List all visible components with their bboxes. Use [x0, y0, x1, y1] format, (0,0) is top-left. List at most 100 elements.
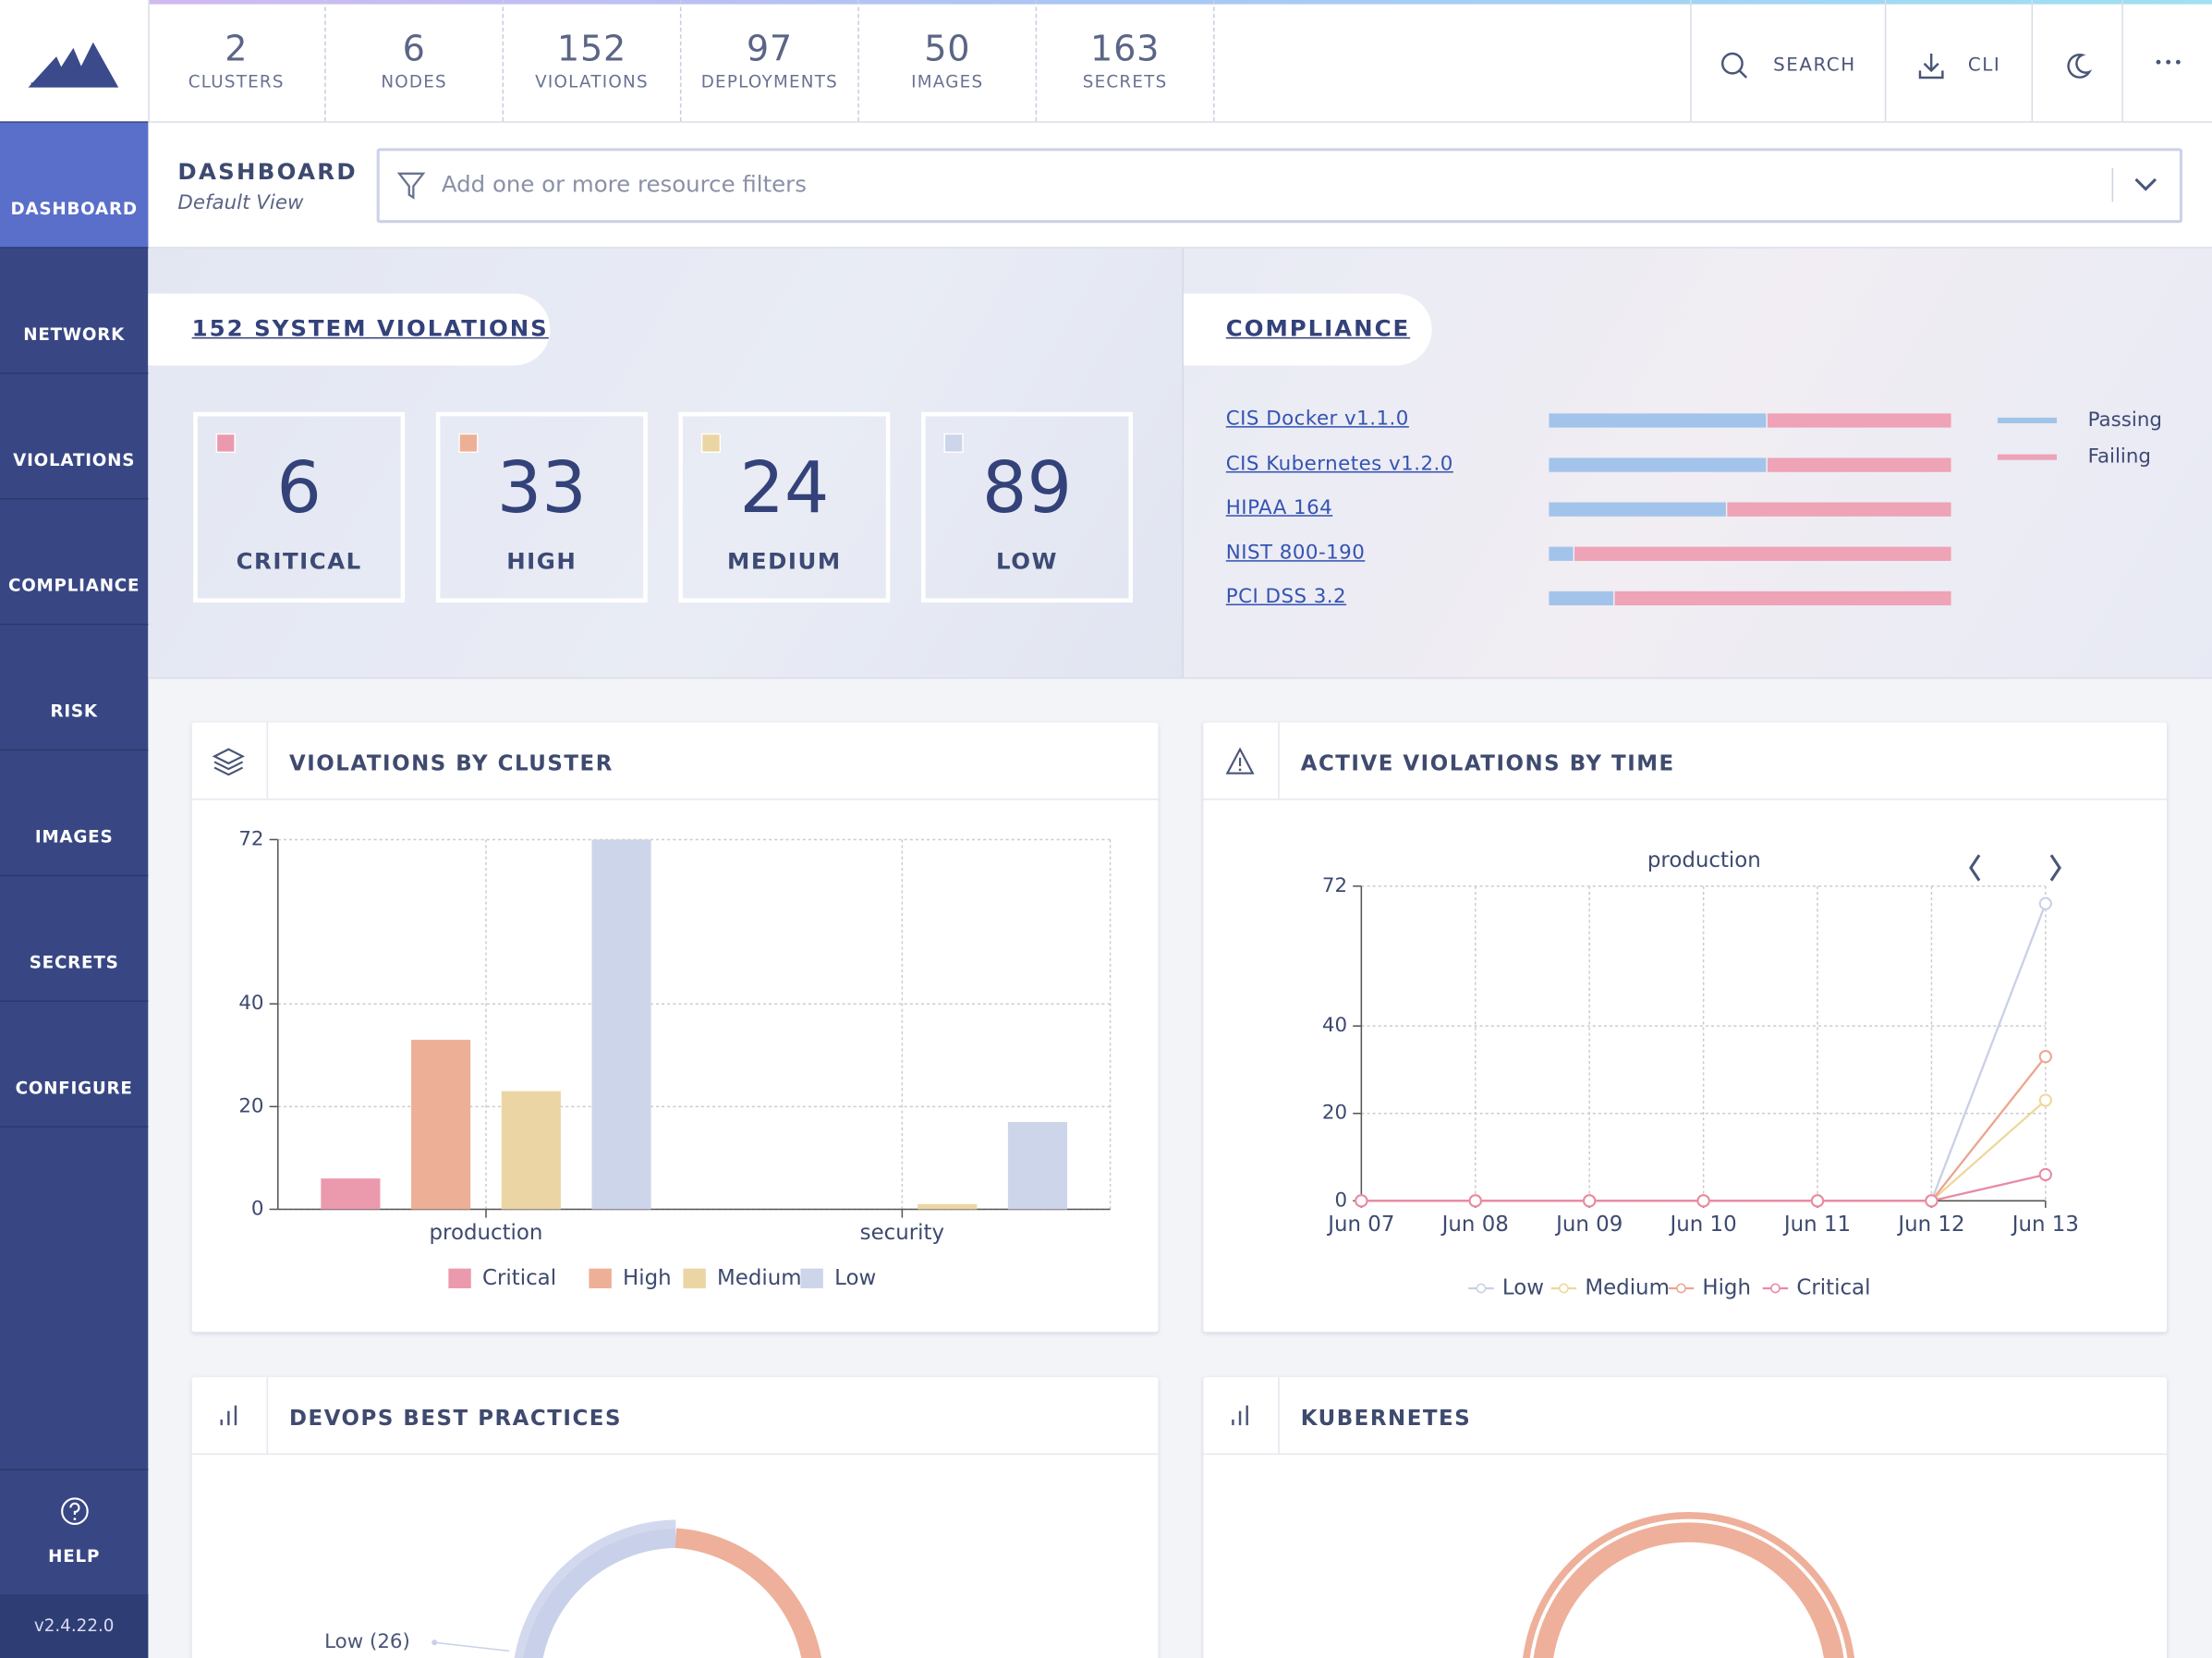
y-tick-label: 0: [251, 1197, 264, 1220]
severity-swatch: [700, 433, 722, 454]
card-icon: [1203, 1377, 1280, 1454]
failing-bar: [1767, 413, 1951, 428]
severity-tile[interactable]: 33 HIGH: [435, 411, 648, 603]
theme-toggle[interactable]: [2031, 0, 2123, 122]
severity-swatch: [458, 433, 479, 454]
stat[interactable]: 6 NODES: [326, 0, 504, 122]
bar: [918, 1203, 978, 1210]
severity-label: CRITICAL: [236, 547, 362, 575]
legend-label: High: [1702, 1275, 1751, 1299]
help-button[interactable]: HELP: [0, 1469, 149, 1596]
compliance-link[interactable]: HIPAA 164: [1225, 496, 1333, 519]
logo[interactable]: [0, 0, 150, 122]
point: [1468, 1194, 1482, 1208]
stat-label: CLUSTERS: [188, 71, 285, 92]
point: [1925, 1194, 1939, 1208]
moon-icon: [2067, 54, 2093, 79]
legend-swatch: [1676, 1283, 1686, 1294]
nav-item[interactable]: IMAGES: [0, 750, 149, 877]
y-tick-label: 20: [1322, 1102, 1347, 1125]
x-tick-label: Jun 08: [1440, 1213, 1509, 1237]
stat[interactable]: 97 DEPLOYMENTS: [681, 0, 859, 122]
stat[interactable]: 163 SECRETS: [1037, 0, 1215, 122]
card-header: [191, 723, 1159, 800]
severity-swatch: [943, 433, 964, 454]
y-tick-label: 20: [238, 1094, 263, 1117]
stat-label: NODES: [381, 71, 447, 92]
donut: [1523, 1512, 1855, 1658]
filter-input[interactable]: Add one or more resource filters: [376, 148, 2182, 224]
point: [2038, 896, 2052, 910]
page-title: DASHBOARD: [177, 158, 358, 186]
nav-label: VIOLATIONS: [13, 450, 136, 470]
passing-bar: [1549, 413, 1767, 428]
violations-summary-title[interactable]: 152 SYSTEM VIOLATIONS: [191, 314, 549, 342]
divider: [2111, 167, 2114, 202]
legend-swatch: [683, 1268, 706, 1288]
point: [2038, 1050, 2052, 1064]
prev-arrow[interactable]: [1969, 854, 1981, 882]
nav-item[interactable]: SECRETS: [0, 876, 149, 1003]
nav-label: COMPLIANCE: [7, 575, 140, 596]
y-tick-label: 72: [238, 827, 263, 850]
stat[interactable]: 2 CLUSTERS: [148, 0, 326, 122]
stat-value: 97: [746, 28, 793, 69]
passing-bar: [1549, 457, 1767, 472]
x-tick-label: Jun 11: [1782, 1213, 1851, 1237]
passing-bar: [1549, 546, 1574, 561]
filter-placeholder: Add one or more resource filters: [441, 170, 807, 198]
bar: [501, 1091, 561, 1210]
chart-subtitle: production: [1647, 848, 1761, 872]
cli-button[interactable]: CLI: [1884, 0, 2033, 122]
stat-value: 2: [225, 28, 249, 69]
nav-item[interactable]: DASHBOARD: [0, 122, 149, 249]
search-button[interactable]: SEARCH: [1690, 0, 1886, 122]
violations-pill: [148, 293, 551, 366]
compliance-link[interactable]: CIS Docker v1.1.0: [1225, 408, 1409, 431]
help-label: HELP: [48, 1546, 101, 1567]
card-header: [1203, 1377, 2168, 1456]
cluster-card: VIOLATIONS BY CLUSTER 0 20 40 72 production s…: [191, 722, 1159, 1333]
more-menu[interactable]: [2121, 0, 2212, 122]
stat[interactable]: 50 IMAGES: [859, 0, 1038, 122]
point: [1696, 1194, 1710, 1208]
severity-tile[interactable]: 24 MEDIUM: [678, 411, 891, 603]
time-card: ACTIVE VIOLATIONS BY TIME 0 20 40 72 product…: [1203, 722, 2168, 1333]
bar: [321, 1178, 381, 1210]
nav-item[interactable]: NETWORK: [0, 249, 149, 374]
severity-count: 89: [981, 446, 1073, 530]
legend-label: Critical: [482, 1266, 556, 1290]
nav-item[interactable]: COMPLIANCE: [0, 499, 149, 626]
stat-value: 6: [402, 28, 426, 69]
y-tick-label: 72: [1322, 874, 1347, 897]
search-label: SEARCH: [1773, 55, 1856, 77]
severity-tile[interactable]: 6 CRITICAL: [193, 411, 406, 603]
dots-icon: [2156, 59, 2181, 65]
y-tick-label: 0: [1334, 1189, 1347, 1212]
legend-label: High: [623, 1266, 672, 1290]
download-icon: [1918, 54, 1944, 79]
compliance-link[interactable]: CIS Kubernetes v1.2.0: [1225, 452, 1453, 475]
donut: Low (26): [324, 1519, 821, 1658]
nav-item[interactable]: VIOLATIONS: [0, 374, 149, 500]
search-icon: [1720, 52, 1748, 79]
point: [2038, 1167, 2052, 1182]
x-tick-label: production: [430, 1221, 543, 1245]
nav-item[interactable]: CONFIGURE: [0, 1002, 149, 1128]
nav-label: IMAGES: [34, 826, 114, 847]
bar-chart: 0 20 40 72 production security Critical High Med…: [238, 827, 1112, 1290]
severity-tile[interactable]: 89 LOW: [920, 411, 1134, 603]
nav-item[interactable]: RISK: [0, 625, 149, 751]
stat[interactable]: 152 VIOLATIONS: [504, 0, 682, 122]
card-header: [1203, 723, 2168, 800]
stat-label: SECRETS: [1082, 71, 1168, 92]
compliance-link[interactable]: PCI DSS 3.2: [1225, 585, 1347, 609]
card-icon: [192, 722, 269, 799]
next-arrow[interactable]: [2049, 854, 2061, 882]
compliance-link[interactable]: NIST 800-190: [1225, 541, 1366, 564]
card-title: ACTIVE VIOLATIONS BY TIME: [1300, 750, 1675, 776]
compliance-title[interactable]: COMPLIANCE: [1225, 314, 1411, 342]
severity-label: HIGH: [506, 547, 577, 575]
bar: [1007, 1122, 1068, 1210]
